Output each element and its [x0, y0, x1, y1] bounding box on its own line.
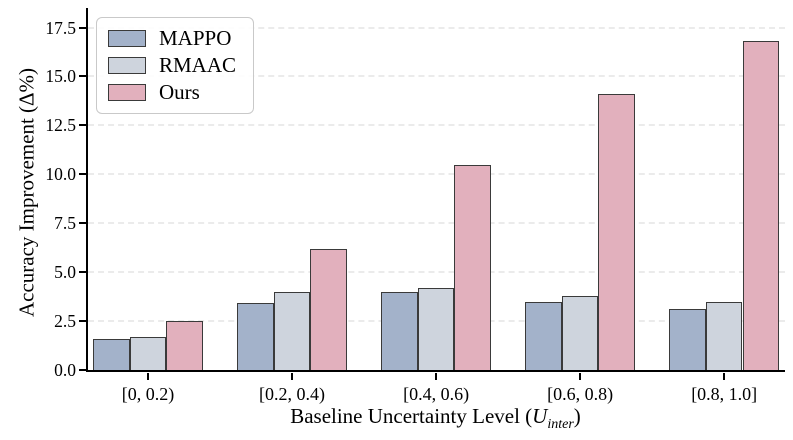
bar-mappo-4: [669, 309, 706, 370]
x-tick-label: [0, 0.2): [121, 384, 175, 404]
legend-label-ours: Ours: [159, 80, 200, 104]
x-tick-mark: [579, 373, 582, 380]
gridline: [88, 124, 785, 127]
x-tick-label: [0.4, 0.6): [403, 384, 470, 404]
bar-mappo-3: [525, 301, 562, 370]
x-axis-label: Baseline Uncertainty Level (Uinter): [86, 404, 785, 433]
y-tick-label: 10.0: [45, 164, 76, 185]
ours-swatch-icon: [108, 84, 146, 101]
bar-mappo-2: [381, 291, 418, 370]
y-tick-label: 17.5: [45, 17, 76, 38]
bar-rmaac-2: [417, 287, 455, 370]
y-tick-mark: [79, 369, 86, 371]
bar-ours-1: [310, 248, 347, 370]
y-tick-label: 12.5: [45, 115, 76, 136]
x-tick-label: [0.8, 1.0]: [691, 384, 758, 404]
legend-item-mappo: MAPPO: [108, 25, 243, 52]
bar-rmaac-4: [705, 301, 743, 370]
bar-ours-2: [454, 164, 491, 370]
y-tick-mark: [79, 271, 86, 274]
legend-item-rmaac: RMAAC: [108, 52, 243, 79]
legend-label-mappo: MAPPO: [159, 26, 232, 50]
x-tick-mark: [291, 373, 294, 380]
y-tick-label: 0.0: [54, 360, 76, 380]
y-tick-mark: [79, 75, 86, 78]
legend: MAPPO RMAAC Ours: [96, 17, 254, 114]
x-tick-mark: [435, 373, 438, 380]
y-tick-mark: [79, 222, 86, 225]
x-tick-label: [0.6, 0.8): [547, 384, 614, 404]
legend-label-rmaac: RMAAC: [159, 53, 237, 77]
x-axis-label-prefix: Baseline Uncertainty Level (: [290, 404, 533, 428]
x-axis-label-variable: U: [532, 404, 548, 428]
gridline: [88, 271, 785, 274]
y-tick-label: 7.5: [54, 213, 76, 234]
bar-ours-3: [598, 94, 636, 370]
x-axis-label-suffix: ): [573, 404, 581, 428]
y-tick-label: 5.0: [54, 262, 76, 283]
bar-mappo-1: [237, 303, 274, 370]
gridline: [88, 75, 785, 78]
gridline: [88, 26, 785, 29]
y-tick-mark: [79, 173, 86, 176]
bar-mappo-0: [93, 338, 130, 370]
bar-rmaac-0: [129, 336, 167, 370]
x-axis-label-subscript: inter: [547, 417, 574, 433]
y-tick-mark: [79, 124, 86, 127]
mappo-swatch-icon: [108, 30, 146, 47]
bar-rmaac-3: [561, 295, 599, 370]
x-tick-mark: [723, 373, 726, 380]
x-tick-mark: [147, 373, 149, 380]
y-tick-mark: [79, 320, 86, 323]
gridline: [88, 173, 785, 176]
gridline: [88, 222, 785, 225]
legend-item-ours: Ours: [108, 79, 243, 106]
x-tick-label: [0.2, 0.4): [259, 384, 326, 404]
bar-rmaac-1: [273, 291, 311, 370]
bar-ours-0: [166, 321, 203, 370]
rmaac-swatch-icon: [108, 57, 146, 74]
bar-ours-4: [742, 41, 780, 370]
y-tick-mark: [79, 26, 86, 29]
y-tick-label: 2.5: [54, 311, 76, 332]
y-tick-label: 15.0: [45, 66, 76, 87]
plot-area: 0.0 2.5 5.0 7.5 10.0 12.5 15.0 17.5 [0, 0.2) [0.2…: [45, 8, 785, 404]
